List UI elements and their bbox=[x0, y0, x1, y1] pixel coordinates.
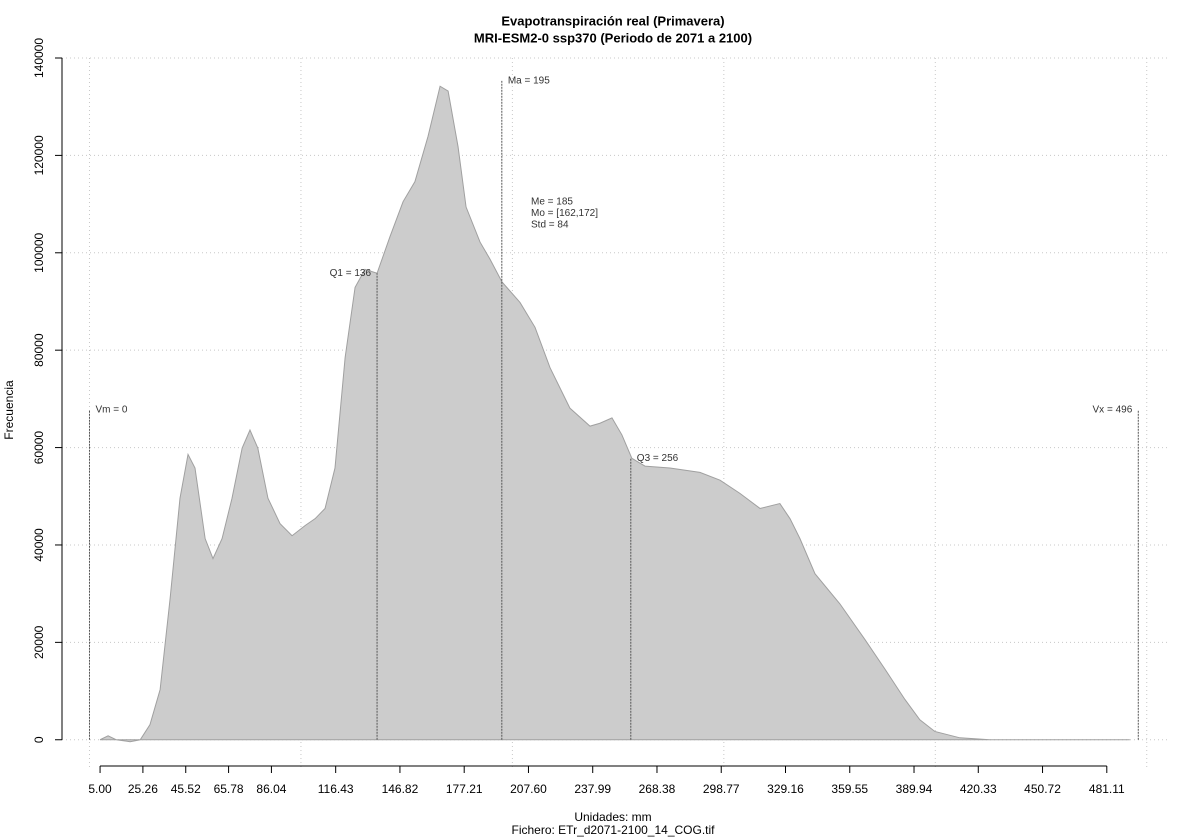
stats-text: Std = 84 bbox=[531, 220, 569, 231]
x-tick-label: 420.33 bbox=[960, 782, 997, 796]
x-tick-label: 450.72 bbox=[1024, 782, 1061, 796]
marker-label: Q1 = 136 bbox=[330, 268, 372, 279]
x-tick-label: 268.38 bbox=[639, 782, 676, 796]
y-tick-label: 40000 bbox=[32, 528, 46, 562]
y-axis-title: Frecuencia bbox=[2, 380, 16, 440]
x-tick-label: 329.16 bbox=[767, 782, 804, 796]
x-tick-label: 25.26 bbox=[128, 782, 158, 796]
x-tick-label: 146.82 bbox=[382, 782, 419, 796]
stats-text: Me = 185 bbox=[531, 197, 573, 208]
marker-label: Q3 = 256 bbox=[637, 453, 679, 464]
y-tick-label: 120000 bbox=[32, 135, 46, 175]
x-tick-label: 237.99 bbox=[574, 782, 611, 796]
density-area bbox=[99, 85, 1130, 743]
marker-label: Ma = 195 bbox=[508, 76, 550, 87]
x-tick-label: 5.00 bbox=[88, 782, 112, 796]
y-tick-label: 140000 bbox=[32, 38, 46, 78]
x-tick-label: 207.60 bbox=[510, 782, 547, 796]
x-tick-label: 481.11 bbox=[1089, 782, 1125, 796]
stats-text: Mo = [162,172] bbox=[531, 208, 598, 219]
x-tick-label: 65.78 bbox=[214, 782, 244, 796]
x-tick-label: 116.43 bbox=[318, 782, 354, 796]
x-tick-label: 389.94 bbox=[896, 782, 933, 796]
x-tick-label: 359.55 bbox=[831, 782, 868, 796]
chart-subtitle: MRI-ESM2-0 ssp370 (Periodo de 2071 a 210… bbox=[474, 30, 752, 45]
marker-label: Vm = 0 bbox=[95, 405, 127, 416]
x-axis-title: Unidades: mm bbox=[574, 810, 651, 824]
x-tick-label: 177.21 bbox=[446, 782, 483, 796]
y-tick-label: 60000 bbox=[32, 431, 46, 465]
marker-label: Vx = 496 bbox=[1093, 405, 1133, 416]
chart-title: Evapotranspiración real (Primavera) bbox=[501, 13, 724, 28]
caption: Fichero: ETr_d2071-2100_14_COG.tif bbox=[512, 823, 716, 837]
x-tick-label: 298.77 bbox=[703, 782, 740, 796]
y-tick-label: 100000 bbox=[32, 232, 46, 272]
y-tick-label: 80000 bbox=[32, 333, 46, 367]
y-tick-label: 0 bbox=[32, 736, 46, 743]
x-tick-label: 86.04 bbox=[256, 782, 286, 796]
y-tick-label: 20000 bbox=[32, 625, 46, 659]
x-tick-label: 45.52 bbox=[171, 782, 201, 796]
